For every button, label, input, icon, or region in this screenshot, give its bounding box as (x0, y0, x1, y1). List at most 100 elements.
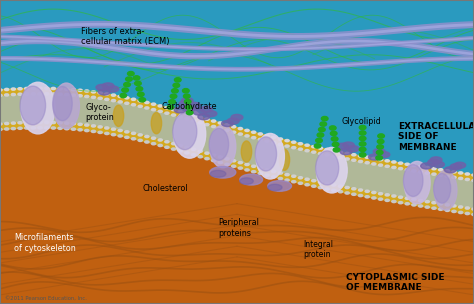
Circle shape (358, 188, 364, 192)
Circle shape (471, 173, 474, 177)
Circle shape (331, 137, 338, 141)
Circle shape (391, 166, 397, 169)
Circle shape (298, 147, 303, 151)
Circle shape (351, 187, 356, 191)
Circle shape (164, 111, 170, 115)
Circle shape (251, 164, 256, 168)
Circle shape (204, 123, 210, 126)
Circle shape (398, 195, 403, 199)
Circle shape (359, 125, 366, 130)
Circle shape (311, 150, 317, 154)
Ellipse shape (256, 133, 284, 179)
Circle shape (124, 82, 130, 87)
Circle shape (324, 182, 330, 185)
Circle shape (77, 123, 83, 126)
Circle shape (57, 126, 63, 130)
Circle shape (84, 123, 90, 127)
Circle shape (377, 139, 384, 143)
Circle shape (351, 192, 356, 196)
Ellipse shape (173, 109, 206, 158)
Circle shape (104, 132, 109, 135)
Text: EXTRACELLULAR
SIDE OF
MEMBRANE: EXTRACELLULAR SIDE OF MEMBRANE (398, 122, 474, 152)
Ellipse shape (240, 174, 263, 185)
Circle shape (71, 88, 76, 92)
Ellipse shape (268, 181, 292, 191)
Circle shape (171, 142, 176, 145)
Circle shape (24, 126, 29, 130)
Circle shape (64, 93, 70, 96)
Circle shape (404, 202, 410, 206)
Circle shape (177, 115, 183, 119)
Circle shape (218, 126, 223, 130)
Circle shape (344, 191, 350, 195)
Circle shape (365, 155, 370, 159)
Circle shape (284, 178, 290, 182)
Circle shape (344, 186, 350, 189)
Circle shape (237, 166, 243, 170)
Circle shape (24, 121, 29, 124)
Circle shape (438, 207, 444, 211)
Circle shape (358, 154, 364, 158)
Ellipse shape (241, 141, 252, 162)
Circle shape (30, 126, 36, 130)
Circle shape (224, 123, 230, 127)
Circle shape (398, 161, 403, 165)
Circle shape (71, 93, 76, 97)
Circle shape (321, 116, 328, 121)
Ellipse shape (96, 85, 108, 91)
Circle shape (51, 126, 56, 130)
Circle shape (104, 98, 109, 101)
Circle shape (218, 161, 223, 164)
Circle shape (37, 86, 43, 90)
Circle shape (465, 212, 470, 215)
Circle shape (318, 152, 323, 155)
Circle shape (376, 150, 383, 154)
Circle shape (458, 211, 464, 214)
Circle shape (51, 121, 56, 124)
Circle shape (365, 195, 370, 199)
Circle shape (378, 192, 383, 195)
Ellipse shape (181, 98, 193, 104)
Ellipse shape (183, 105, 196, 111)
Circle shape (224, 157, 230, 161)
Circle shape (4, 127, 9, 131)
Circle shape (311, 145, 317, 148)
Circle shape (398, 167, 403, 171)
Circle shape (317, 133, 324, 137)
Text: Carbohydrate: Carbohydrate (161, 102, 217, 111)
Circle shape (264, 168, 270, 171)
Circle shape (465, 178, 470, 181)
Circle shape (173, 83, 180, 88)
Circle shape (471, 213, 474, 216)
Circle shape (110, 93, 116, 97)
Circle shape (198, 121, 203, 125)
Circle shape (320, 122, 327, 126)
Ellipse shape (403, 164, 423, 196)
Circle shape (316, 138, 322, 143)
Circle shape (458, 177, 464, 180)
Circle shape (378, 158, 383, 161)
Circle shape (17, 92, 23, 96)
Ellipse shape (404, 161, 430, 204)
Circle shape (128, 71, 134, 76)
Circle shape (84, 95, 90, 98)
Circle shape (17, 87, 23, 91)
Circle shape (431, 172, 437, 176)
Ellipse shape (21, 82, 55, 134)
Circle shape (0, 128, 3, 131)
Circle shape (471, 207, 474, 211)
Ellipse shape (420, 163, 432, 169)
Circle shape (57, 92, 63, 96)
Circle shape (126, 77, 132, 81)
Circle shape (144, 135, 150, 138)
Circle shape (331, 149, 337, 153)
Circle shape (244, 163, 250, 166)
Circle shape (131, 98, 137, 101)
Circle shape (324, 187, 330, 191)
Circle shape (237, 127, 243, 130)
Circle shape (0, 122, 3, 126)
Ellipse shape (198, 114, 210, 120)
Circle shape (411, 169, 417, 173)
Circle shape (144, 140, 150, 144)
Circle shape (164, 140, 170, 143)
